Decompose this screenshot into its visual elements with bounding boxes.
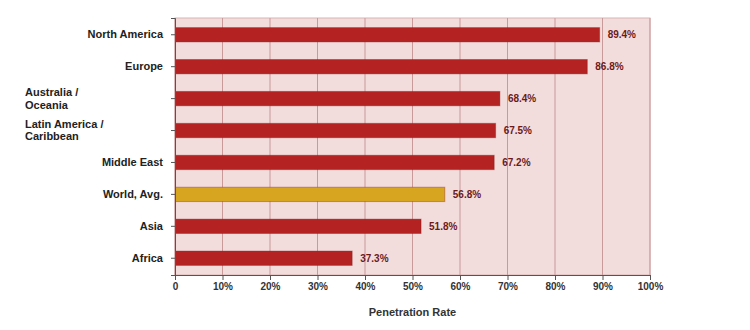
y-tick-label: Latin America /Caribbean [25, 118, 103, 142]
y-tick-mark [171, 66, 175, 67]
x-tick: 90% [593, 275, 613, 292]
grid-line [270, 18, 271, 275]
x-tick-label: 70% [498, 281, 518, 292]
x-tick: 100% [638, 275, 664, 292]
x-tick-label: 20% [260, 281, 280, 292]
x-tick-mark [555, 275, 556, 280]
x-tick-label: 30% [308, 281, 328, 292]
data-label: 51.8% [429, 221, 457, 232]
x-axis: 0 10% 20% 30% 40% 50% 60% 70% 80% 90% 100% [173, 275, 664, 292]
bar [175, 91, 500, 105]
x-tick-mark [650, 275, 651, 280]
data-label: 37.3% [360, 253, 388, 264]
label-line: Latin America / [25, 118, 103, 130]
y-tick: Africa [132, 252, 175, 264]
x-tick: 80% [545, 275, 565, 292]
x-tick-label: 60% [450, 281, 470, 292]
x-tick: 50% [403, 275, 423, 292]
y-tick-mark [171, 258, 175, 259]
x-tick: 20% [260, 275, 280, 292]
y-tick: Middle East [102, 156, 175, 168]
data-label: 67.2% [502, 157, 530, 168]
x-tick: 70% [498, 275, 518, 292]
grid-line [317, 18, 318, 275]
label-line: Oceania [25, 99, 69, 111]
data-label: 67.5% [504, 125, 532, 136]
y-tick-label: Europe [125, 60, 163, 72]
x-tick-mark [508, 275, 509, 280]
plot: 89.4% 86.8% 68.4% 67.5% 67.2% 56.8% 51.8% 37.3%… [25, 18, 663, 292]
x-tick-mark [365, 275, 366, 280]
x-axis-title: Penetration Rate [369, 306, 456, 318]
data-label: 86.8% [595, 61, 623, 72]
x-tick-label: 0 [173, 281, 179, 292]
grid-line [507, 18, 508, 275]
x-tick: 0 [173, 275, 179, 292]
x-axis-line [176, 276, 651, 281]
grid-line [222, 18, 223, 275]
x-tick-label: 100% [638, 281, 664, 292]
bars [175, 28, 600, 266]
label-line: Caribbean [25, 130, 79, 142]
y-tick-mark [171, 34, 175, 35]
bar [175, 123, 496, 137]
label-line: Australia / [25, 86, 78, 98]
y-tick: Asia [140, 220, 175, 232]
x-tick-mark [318, 275, 319, 280]
x-tick: 60% [450, 275, 470, 292]
data-labels: 89.4% 86.8% 68.4% 67.5% 67.2% 56.8% 51.8% 37.3% [360, 29, 636, 263]
grid-line [460, 18, 461, 275]
x-tick-label: 50% [403, 281, 423, 292]
x-tick: 10% [213, 275, 233, 292]
y-tick: World, Avg. [103, 188, 175, 200]
grid-line [555, 18, 556, 275]
y-tick: North America [88, 28, 175, 40]
grid-line [602, 18, 603, 275]
y-tick-label: Asia [140, 220, 164, 232]
chart: 89.4% 86.8% 68.4% 67.5% 67.2% 56.8% 51.8% 37.3%… [0, 0, 750, 330]
x-tick-mark [223, 275, 224, 280]
bar [175, 251, 352, 265]
y-tick-label: Middle East [102, 156, 163, 168]
x-tick: 40% [355, 275, 375, 292]
y-tick: Latin America /Caribbean [25, 118, 175, 142]
grid-line [412, 18, 413, 275]
y-axis: North America Europe Australia /Oceania Lat… [25, 19, 176, 276]
x-tick-label: 10% [213, 281, 233, 292]
y-tick: Australia /Oceania [25, 86, 175, 110]
x-tick-mark [460, 275, 461, 280]
y-tick-label: Australia /Oceania [25, 86, 78, 110]
x-tick-mark [270, 275, 271, 280]
y-tick-mark [171, 130, 175, 131]
bar [175, 219, 421, 233]
data-label: 68.4% [508, 93, 536, 104]
x-tick-label: 80% [545, 281, 565, 292]
y-tick-mark [171, 162, 175, 163]
bar [175, 60, 587, 74]
x-tick-label: 90% [593, 281, 613, 292]
data-label: 89.4% [608, 29, 636, 40]
plot-background [175, 18, 650, 275]
y-tick-mark [171, 226, 175, 227]
y-tick-label: Africa [132, 252, 164, 264]
y-tick-mark [171, 194, 175, 195]
bar [175, 155, 494, 169]
data-label: 56.8% [453, 189, 481, 200]
grid-line [365, 18, 366, 275]
grid-line [650, 18, 651, 275]
y-axis-line [171, 19, 176, 276]
y-tick-label: North America [88, 28, 164, 40]
grid [175, 18, 650, 275]
x-tick: 30% [308, 275, 328, 292]
y-tick-mark [171, 98, 175, 99]
x-tick-mark [603, 275, 604, 280]
bar [175, 187, 445, 201]
bar [175, 28, 600, 42]
y-tick: Europe [125, 60, 175, 72]
y-tick-label: World, Avg. [103, 188, 163, 200]
x-tick-label: 40% [355, 281, 375, 292]
x-tick-mark [413, 275, 414, 280]
